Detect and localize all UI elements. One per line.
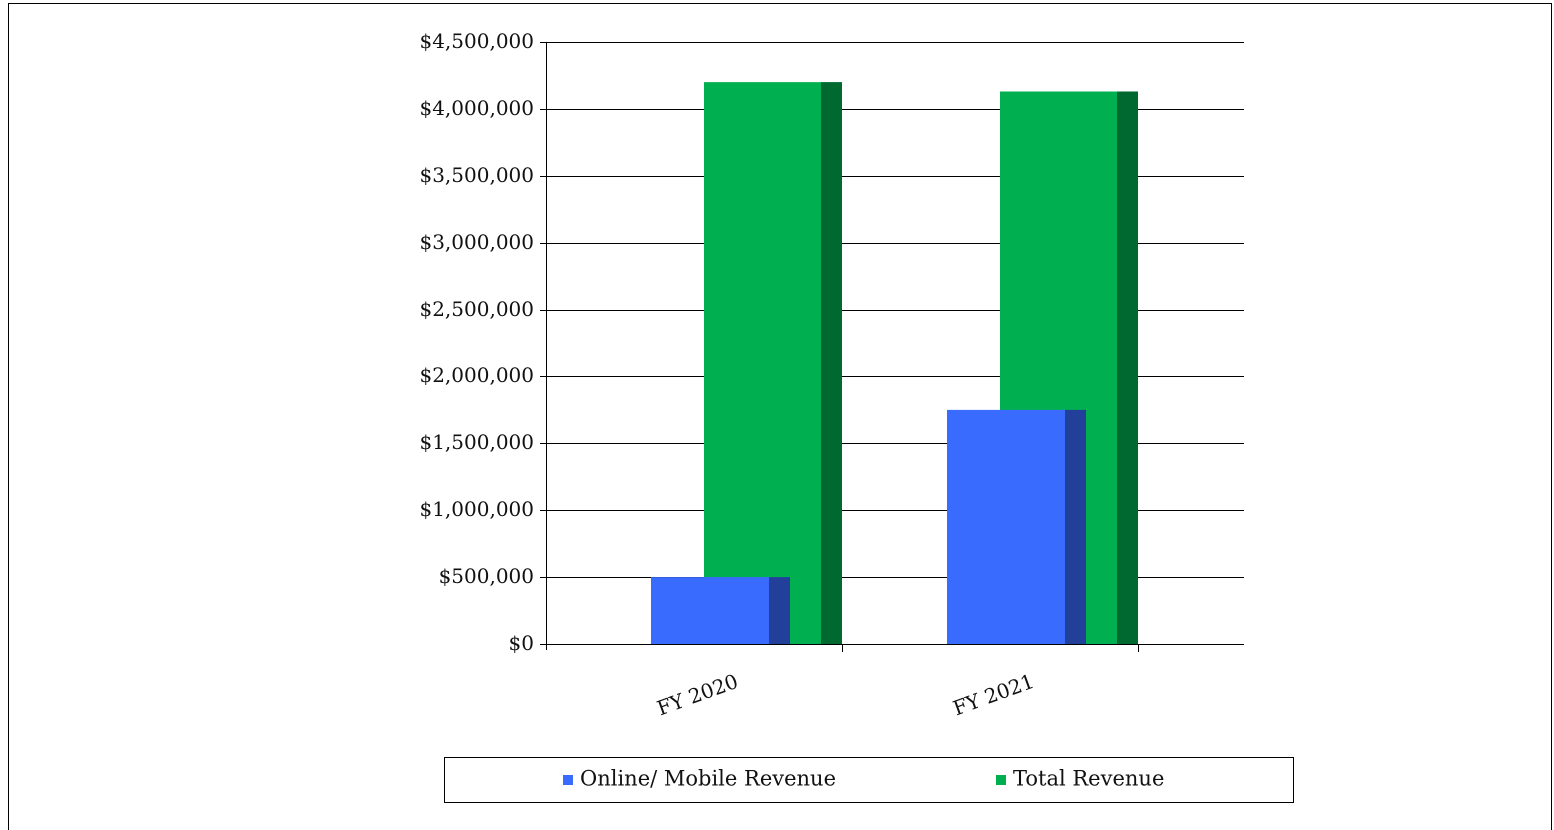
legend-swatch bbox=[996, 775, 1006, 785]
bar bbox=[947, 409, 1086, 644]
y-tick-label: $1,500,000 bbox=[419, 430, 534, 454]
bar bbox=[704, 82, 842, 645]
y-tick-label: $3,000,000 bbox=[419, 230, 534, 254]
y-tick-label: $3,500,000 bbox=[419, 163, 534, 187]
y-tick-label: $4,000,000 bbox=[419, 96, 534, 120]
bar-side bbox=[1117, 91, 1138, 644]
bar-side bbox=[821, 82, 842, 645]
legend-label: Online/ Mobile Revenue bbox=[580, 767, 836, 791]
bar-side bbox=[1065, 409, 1086, 644]
legend-swatch bbox=[563, 775, 573, 785]
y-tick-label: $0 bbox=[509, 631, 534, 655]
legend-label: Total Revenue bbox=[1013, 767, 1164, 791]
legend-box bbox=[444, 757, 1294, 803]
y-tick-label: $2,500,000 bbox=[419, 297, 534, 321]
legend: Online/ Mobile Revenue Total Revenue bbox=[444, 757, 1294, 803]
bar bbox=[651, 577, 790, 644]
y-tick-label: $2,000,000 bbox=[419, 363, 534, 387]
y-tick-label: $500,000 bbox=[439, 564, 534, 588]
y-tick-label: $4,500,000 bbox=[419, 29, 534, 53]
y-tick-label: $1,000,000 bbox=[419, 497, 534, 521]
bar-side bbox=[769, 577, 790, 644]
bars bbox=[651, 82, 1138, 645]
